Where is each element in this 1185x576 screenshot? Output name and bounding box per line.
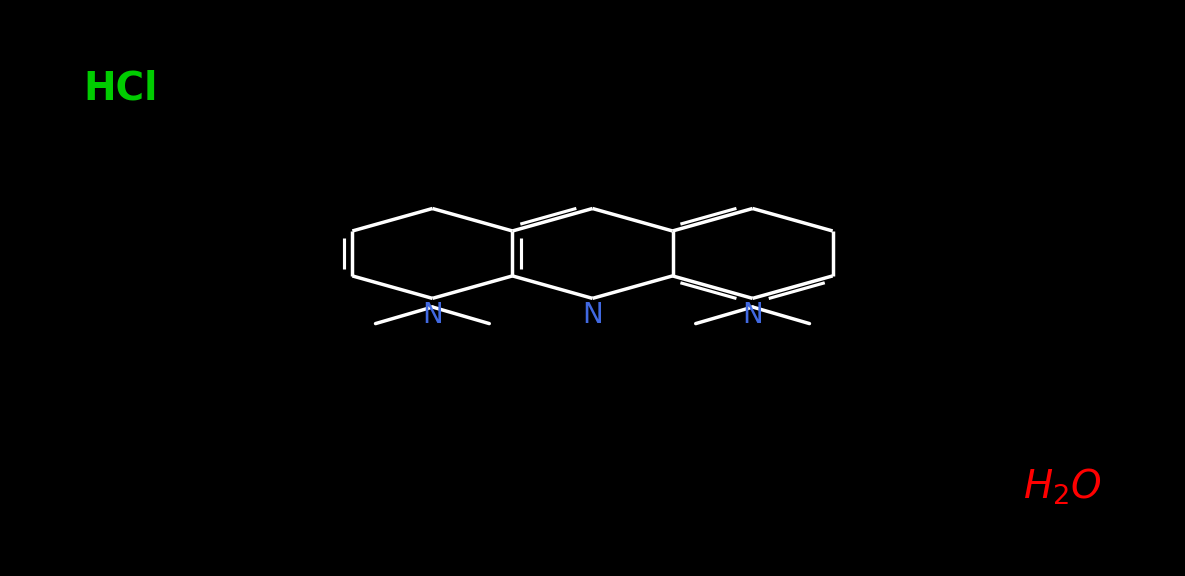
Text: HCl: HCl xyxy=(83,69,158,107)
Text: N: N xyxy=(422,301,443,329)
Text: N: N xyxy=(742,301,763,329)
Text: $H_2O$: $H_2O$ xyxy=(1024,467,1102,507)
Text: N: N xyxy=(582,301,603,329)
